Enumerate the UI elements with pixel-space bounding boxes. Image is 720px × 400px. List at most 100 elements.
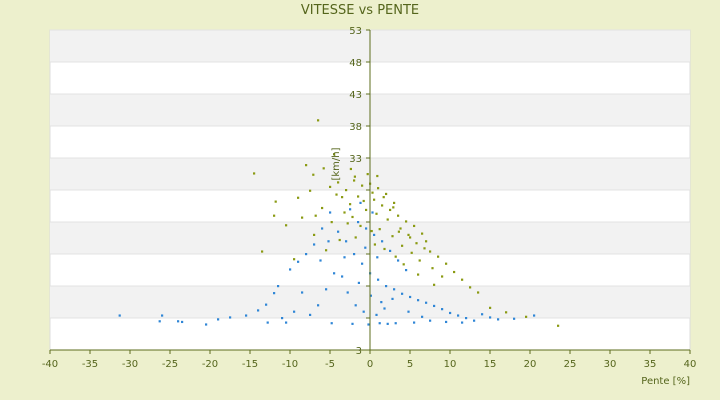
data-point: [389, 208, 392, 212]
data-point: [321, 206, 324, 210]
data-point: [386, 322, 389, 325]
data-point: [327, 240, 330, 243]
data-point: [330, 322, 333, 325]
data-point: [437, 255, 440, 258]
data-point: [313, 243, 316, 246]
data-point: [381, 204, 384, 207]
data-point: [118, 314, 121, 317]
data-point: [217, 318, 220, 321]
data-point: [322, 167, 325, 170]
data-point: [433, 304, 436, 308]
data-point: [378, 228, 381, 231]
data-point: [401, 292, 404, 295]
x-axis-ticks: -40 -35 -30 -25 -20 -15 -10 -5 0 5 10 15 20 25 30 35 40: [42, 350, 697, 370]
data-point: [273, 292, 276, 295]
data-point: [407, 233, 410, 236]
data-point: [273, 214, 276, 217]
x-tick-label: 15: [484, 359, 497, 370]
data-point: [346, 222, 349, 225]
x-tick-label: 25: [564, 359, 577, 370]
data-points: [118, 119, 560, 327]
data-point: [362, 310, 365, 313]
data-point: [343, 211, 346, 214]
data-point: [392, 206, 395, 209]
data-point: [265, 303, 268, 306]
data-point: [325, 288, 328, 291]
data-point: [375, 212, 378, 215]
data-point: [319, 259, 322, 262]
x-tick-label: -5: [325, 359, 335, 370]
data-point: [376, 256, 379, 259]
data-point: [373, 233, 376, 236]
x-tick-label: 10: [444, 359, 457, 370]
data-point: [345, 240, 348, 243]
data-point: [345, 189, 348, 192]
data-point: [297, 196, 300, 199]
data-point: [261, 250, 264, 253]
data-point: [313, 233, 316, 236]
data-point: [421, 232, 424, 235]
data-point: [335, 193, 338, 196]
data-point: [362, 199, 365, 203]
x-tick-label: 30: [604, 359, 617, 370]
data-point: [397, 230, 400, 233]
data-point: [431, 267, 434, 270]
data-point: [461, 278, 464, 281]
data-point: [525, 315, 528, 318]
data-point: [402, 263, 405, 266]
data-point: [337, 181, 340, 184]
data-point: [161, 314, 164, 317]
data-point: [380, 301, 383, 304]
data-point: [417, 299, 420, 302]
data-point: [359, 201, 362, 204]
data-point: [330, 221, 333, 224]
data-point: [274, 200, 277, 203]
x-tick-label: 40: [684, 359, 697, 370]
x-tick-label: -35: [82, 359, 98, 370]
data-point: [425, 301, 428, 304]
data-point: [386, 218, 389, 221]
data-point: [285, 224, 288, 227]
data-point: [409, 236, 412, 239]
data-point: [314, 214, 317, 217]
data-point: [449, 311, 452, 315]
data-point: [359, 224, 362, 228]
data-point: [293, 310, 296, 313]
data-point: [489, 316, 492, 319]
x-axis-label: Pente [%]: [641, 376, 690, 387]
data-point: [245, 314, 248, 317]
data-point: [357, 195, 360, 198]
data-point: [397, 214, 400, 217]
data-point: [393, 201, 396, 204]
x-tick-label: -20: [202, 359, 218, 370]
data-point: [378, 322, 381, 325]
data-point: [473, 319, 476, 322]
data-point: [293, 258, 296, 261]
data-point: [371, 191, 374, 194]
data-point: [445, 262, 448, 265]
data-point: [423, 247, 426, 250]
data-point: [393, 288, 396, 291]
x-tick-label: 35: [644, 359, 657, 370]
data-point: [317, 119, 320, 122]
data-point: [343, 256, 346, 259]
data-point: [329, 211, 332, 214]
y-tick-label: 43: [349, 90, 362, 101]
data-point: [429, 250, 432, 253]
data-point: [383, 247, 386, 251]
data-point: [277, 285, 280, 288]
x-tick-label: -10: [282, 359, 298, 370]
data-point: [457, 314, 460, 317]
data-point: [364, 246, 367, 249]
data-point: [367, 323, 370, 326]
data-point: [329, 185, 332, 188]
data-point: [369, 294, 372, 297]
data-point: [441, 308, 444, 311]
data-point: [407, 310, 410, 313]
data-point: [341, 196, 344, 199]
y-tick-label: 33: [349, 154, 362, 165]
data-point: [410, 251, 413, 254]
data-point: [418, 259, 421, 262]
